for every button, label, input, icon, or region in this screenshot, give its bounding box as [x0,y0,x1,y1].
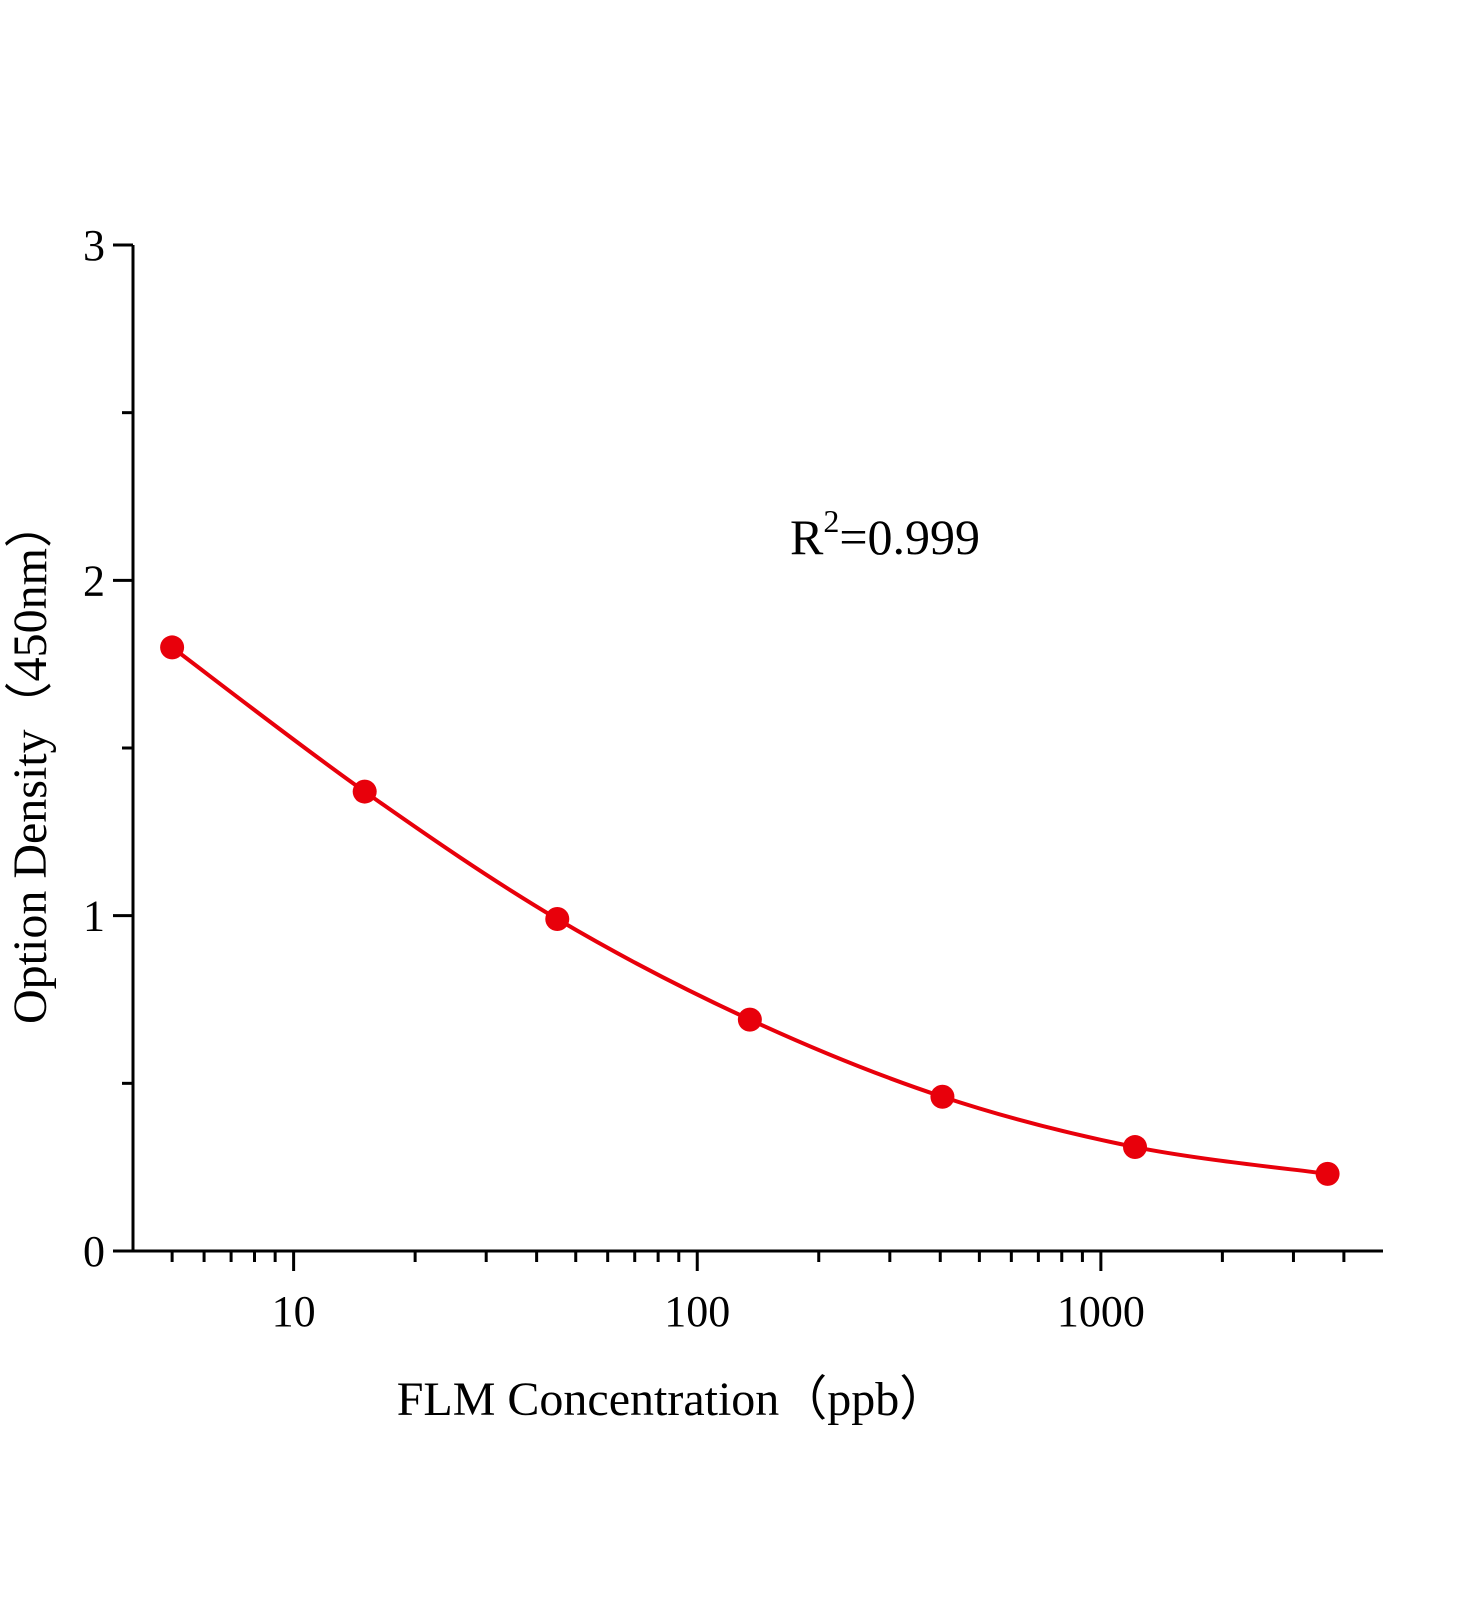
y-tick-label: 2 [83,556,105,605]
annotation: R2=0.999 [790,503,980,565]
fit-curve [170,645,1328,1176]
data-point [737,1007,762,1032]
data-point [1123,1135,1148,1160]
x-axis-label: FLM Concentration（ppb） [397,1373,948,1426]
annotation-sup: 2 [823,503,839,539]
data-point [160,635,185,660]
annotation-rest: =0.999 [839,509,980,565]
x-tick-label: 100 [664,1287,730,1336]
data-point [352,779,377,804]
data-point [1315,1161,1340,1186]
x-tick-label: 1000 [1057,1287,1145,1336]
y-tick-label: 3 [83,221,105,270]
data-point [545,907,570,932]
y-tick-label: 0 [83,1227,105,1276]
x-tick-label: 10 [272,1287,316,1336]
annotation-base: R [790,509,824,565]
data-point [930,1084,955,1109]
y-tick-label: 1 [83,892,105,941]
y-axis-label: Option Density（450nm） [4,500,57,1024]
